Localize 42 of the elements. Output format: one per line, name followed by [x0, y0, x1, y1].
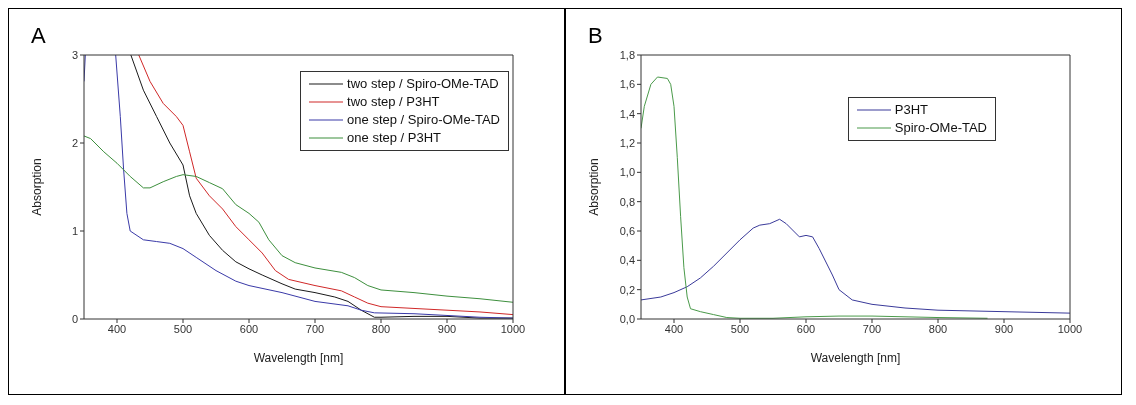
y-tick-label: 0,2 [619, 283, 635, 296]
y-tick-label: 1,6 [619, 78, 635, 91]
legend-label: two step / P3HT [347, 93, 440, 111]
y-axis-title: Absorption [30, 158, 45, 216]
x-tick-label: 1000 [1057, 322, 1083, 335]
y-tick-label: 0 [71, 312, 78, 325]
y-tick-label: 1,4 [619, 107, 635, 120]
y-axis-title: Absorption [587, 158, 602, 216]
y-tick-label: 1,2 [619, 136, 635, 149]
legend-label: P3HT [894, 101, 929, 119]
x-tick-label: 500 [730, 322, 750, 335]
y-tick-label: 0,6 [619, 224, 635, 237]
x-tick-label: 1000 [500, 322, 526, 335]
x-tick-label: 900 [994, 322, 1014, 335]
x-axis-title: Wavelength [nm] [253, 351, 344, 365]
x-tick-label: 900 [437, 322, 457, 335]
y-tick-label: 2 [71, 136, 78, 149]
x-tick-label: 500 [173, 322, 193, 335]
y-tick-label: 0,8 [619, 195, 635, 208]
legend-label: two step / Spiro-OMe-TAD [347, 75, 499, 93]
x-tick-label: 700 [305, 322, 325, 335]
y-tick-label: 0,0 [619, 312, 635, 325]
legend-label: one step / P3HT [347, 129, 442, 147]
y-tick-label: 1,0 [619, 166, 635, 179]
legend-label: Spiro-OMe-TAD [894, 119, 987, 137]
x-tick-label: 800 [928, 322, 948, 335]
y-tick-label: 1,8 [619, 48, 635, 61]
x-tick-label: 600 [239, 322, 259, 335]
x-tick-label: 800 [371, 322, 391, 335]
chart-title: B [588, 23, 603, 49]
x-tick-label: 600 [796, 322, 816, 335]
x-tick-label: 400 [664, 322, 684, 335]
line-series [84, 135, 513, 303]
x-tick-label: 400 [107, 322, 127, 335]
y-tick-label: 0,4 [619, 254, 635, 267]
y-tick-label: 1 [71, 224, 78, 237]
legend-label: one step / Spiro-OMe-TAD [347, 111, 500, 129]
line-series [641, 218, 1070, 314]
y-tick-label: 3 [71, 48, 78, 61]
x-axis-title: Wavelength [nm] [810, 351, 901, 365]
chart-title: A [31, 23, 46, 49]
x-tick-label: 700 [862, 322, 882, 335]
